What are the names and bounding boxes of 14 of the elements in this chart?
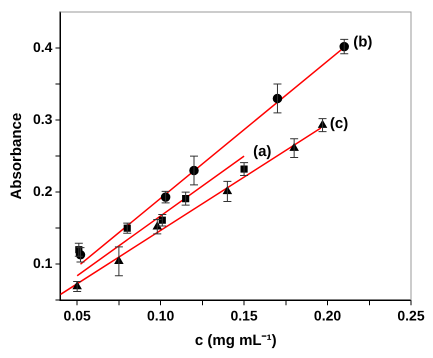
y-axis-title: Absorbance	[8, 112, 26, 200]
y-tick-label: 0.1	[32, 255, 53, 272]
text: 0.20	[314, 307, 342, 324]
x-tick-label: 0.05	[64, 307, 91, 324]
x-axis-title: c (mg mL⁻¹)	[194, 332, 277, 350]
x-tick-label: 0.15	[230, 307, 258, 324]
text: 0.10	[146, 307, 174, 324]
annotation: (a)	[253, 143, 272, 160]
annotation: (b)	[353, 34, 372, 51]
x-tick-label: 0.25	[397, 307, 425, 324]
y-tick-label: 0.3	[32, 110, 53, 127]
y-tick-label: 0.4	[32, 38, 53, 55]
annotation: (c)	[330, 115, 348, 132]
y-tick-label: 0.2	[32, 182, 53, 199]
